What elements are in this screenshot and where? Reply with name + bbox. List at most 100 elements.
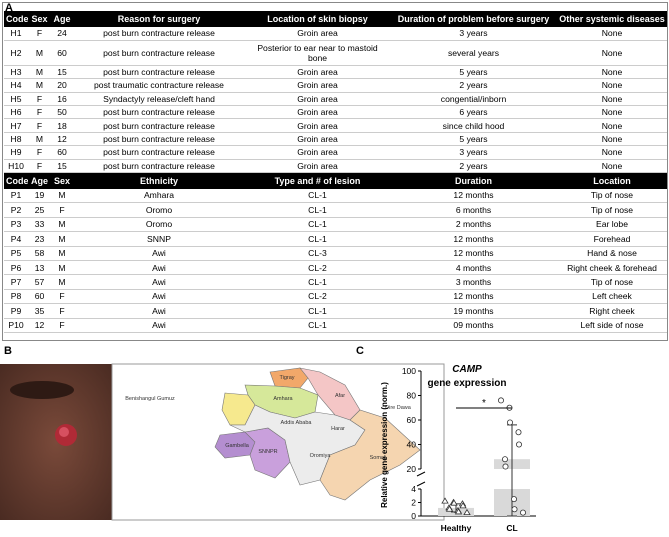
header-cell: Sex [51, 172, 73, 189]
header-cell: Location of skin biopsy [245, 11, 390, 27]
cell: P8 [4, 289, 28, 305]
cell: M [51, 260, 73, 276]
cell: F [28, 27, 51, 41]
point [459, 502, 467, 509]
cell: Hand & nose [557, 246, 667, 261]
cell: M [28, 78, 51, 93]
cell: H3 [4, 65, 28, 80]
cell: P7 [4, 274, 28, 290]
row: P3 33 M Oromo CL-1 2 months Ear lobe [4, 217, 667, 233]
cell: M [51, 217, 73, 233]
cell: post burn contracture release [73, 27, 245, 41]
chart-subtitle: gene expression [428, 378, 507, 389]
row: H4 M 20 post traumatic contracture release G… [4, 78, 667, 93]
cell: CL-3 [245, 246, 390, 261]
cell: P10 [4, 318, 28, 333]
cell: post burn contracture release [73, 118, 245, 133]
cell: 57 [28, 274, 51, 290]
cell: CL-1 [245, 274, 390, 290]
point [454, 508, 463, 515]
cell: 12 [51, 132, 73, 147]
cell: 3 years [390, 27, 557, 41]
cell: 4 months [390, 260, 557, 276]
map-label: Tigray [279, 375, 294, 381]
cell: post burn contracture release [73, 65, 245, 80]
cell: 58 [28, 246, 51, 261]
header-cell: Code [4, 11, 28, 27]
cell: H5 [4, 92, 28, 107]
panel-label: A [5, 2, 13, 14]
row: H6 F 50 post burn contracture release Groin … [4, 105, 667, 120]
cell: None [557, 40, 667, 66]
panel-a: A Code Sex Age Reason for surgery Location o… [2, 2, 668, 341]
cell: P1 [4, 188, 28, 204]
cell: None [557, 92, 667, 107]
cell: 5 years [390, 132, 557, 147]
cell: 60 [51, 40, 73, 66]
row: H8 M 12 post burn contracture release Groin … [4, 132, 667, 147]
cell: 12 months [390, 246, 557, 261]
header-cell: Code [4, 172, 28, 189]
cell: Awi [73, 274, 245, 290]
cell: 2 years [390, 159, 557, 174]
x-tick-label: Healthy [441, 523, 472, 533]
cell: CL-1 [245, 318, 390, 333]
cell: P2 [4, 202, 28, 218]
row: P2 25 F Oromo CL-1 6 months Tip of nose [4, 202, 667, 218]
cell: M [28, 40, 51, 66]
cell: H1 [4, 27, 28, 41]
cell: 20 [51, 78, 73, 93]
header-cell: Age [28, 172, 51, 189]
cell: None [557, 27, 667, 41]
row: P1 19 M Amhara CL-1 12 months Tip of nose [4, 188, 667, 204]
cell: 15 [51, 159, 73, 174]
cell: 2 months [390, 217, 557, 233]
cell: Groin area [245, 78, 390, 93]
row: P6 13 M Awi CL-2 4 months Right cheek & forehe… [4, 260, 667, 276]
panel-label: C [356, 345, 364, 357]
cell: CL-2 [245, 289, 390, 305]
cell: Awi [73, 303, 245, 319]
cell: 23 [28, 231, 51, 247]
cell: 19 [28, 188, 51, 204]
row: H1 F 24 post burn contracture release Groin … [4, 27, 667, 41]
header-row: Code Sex Age Reason for surgery Location of … [4, 11, 667, 27]
region [319, 409, 421, 501]
cell: 50 [51, 105, 73, 120]
cell: 16 [51, 92, 73, 107]
point [511, 506, 518, 513]
axis-break [416, 481, 426, 487]
row: H10 F 15 post burn contracture release Groin… [4, 159, 667, 174]
cell: None [557, 145, 667, 160]
point [445, 505, 454, 512]
cell: P6 [4, 260, 28, 276]
cell: post burn contracture release [73, 145, 245, 160]
cell: H6 [4, 105, 28, 120]
y-axis-label: Relative gene expression (norm.) [380, 382, 389, 508]
y-tick-label: 40 [407, 440, 417, 450]
cell: Syndactyly release/cleft hand [73, 92, 245, 107]
header-cell: Duration [390, 172, 557, 189]
table-body: Code Sex Age Reason for surgery Location of … [4, 11, 667, 333]
cell: Oromo [73, 217, 245, 233]
point [463, 508, 471, 516]
cell: H10 [4, 159, 28, 174]
point [506, 419, 513, 426]
cell: M [51, 274, 73, 290]
cell: None [557, 118, 667, 133]
cell: post burn contracture release [73, 105, 245, 120]
cell: Tip of nose [557, 188, 667, 204]
cell: 6 years [390, 105, 557, 120]
cell: 3 years [390, 145, 557, 160]
cell: Groin area [245, 145, 390, 160]
cell: 19 months [390, 303, 557, 319]
point [501, 456, 508, 463]
cell: Ear lobe [557, 217, 667, 233]
map [214, 367, 421, 501]
point [450, 499, 458, 506]
row: P8 60 F Awi CL-2 12 months Left cheek [4, 289, 667, 305]
row: H7 F 18 post burn contracture release Groin … [4, 118, 667, 133]
cell: 2 years [390, 78, 557, 93]
cell: F [28, 145, 51, 160]
point [515, 429, 522, 436]
